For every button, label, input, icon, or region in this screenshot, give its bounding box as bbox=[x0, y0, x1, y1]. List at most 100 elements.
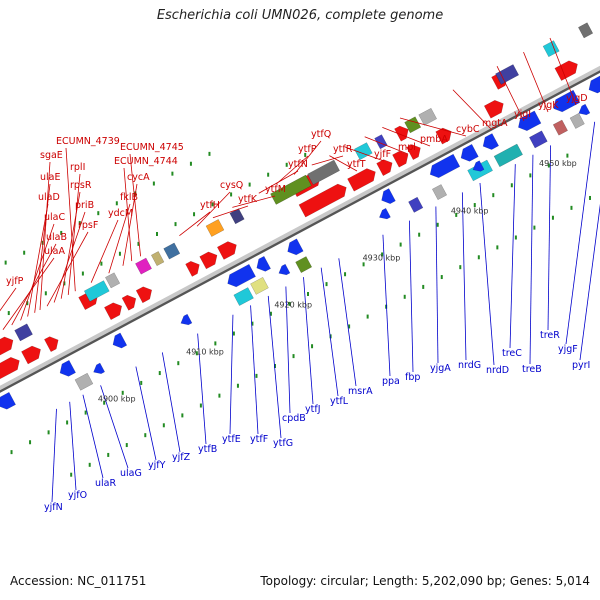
gene-label-mgtA: mgtA bbox=[482, 118, 508, 129]
forward-gene-arrow bbox=[121, 294, 137, 311]
label-leader-line bbox=[565, 121, 596, 345]
gene-block bbox=[552, 119, 568, 136]
gene-block bbox=[529, 130, 548, 149]
forward-gene-arrow bbox=[135, 286, 153, 304]
gene-label-ECUMN_4745: ECUMN_4745 bbox=[120, 142, 184, 153]
gene-block bbox=[163, 242, 181, 260]
reverse-gene-arrow bbox=[0, 391, 16, 410]
gene-block bbox=[83, 280, 110, 302]
gene-label-ulaC: ulaC bbox=[44, 212, 65, 223]
label-leader-line bbox=[293, 140, 322, 175]
forward-gene-arrow bbox=[0, 336, 14, 356]
label-leader-line bbox=[509, 164, 516, 349]
reverse-gene-arrow bbox=[180, 313, 193, 326]
label-leader-line bbox=[461, 192, 467, 361]
gene-label-ECUMN_4739: ECUMN_4739 bbox=[56, 136, 120, 147]
gene-block bbox=[295, 256, 313, 274]
gene-label-treB: treB bbox=[522, 364, 542, 375]
reverse-gene-arrow bbox=[379, 207, 391, 220]
gene-label-msrA: msrA bbox=[348, 386, 373, 397]
gene-label-yjfP: yjfP bbox=[6, 276, 24, 287]
label-leader-line bbox=[108, 203, 131, 274]
label-leader-line bbox=[232, 195, 276, 208]
label-leader-line bbox=[69, 401, 77, 491]
scale-label: 4950 kbp bbox=[539, 159, 577, 168]
label-leader-line bbox=[364, 136, 409, 155]
label-leader-line bbox=[250, 305, 259, 435]
reverse-gene-arrow bbox=[429, 153, 461, 179]
gene-label-nrdD: nrdD bbox=[486, 365, 509, 376]
label-leader-line bbox=[382, 127, 431, 147]
reverse-gene-arrow bbox=[553, 89, 581, 113]
gene-block bbox=[14, 323, 33, 342]
gene-label-rpsF: rpsF bbox=[78, 220, 98, 231]
label-leader-line bbox=[197, 333, 207, 445]
gene-label-yjgD: yjgD bbox=[566, 93, 588, 104]
gene-block bbox=[233, 287, 254, 306]
gene-label-yjgK: yjgK bbox=[538, 100, 559, 111]
forward-gene-arrow bbox=[347, 168, 376, 192]
gene-label-yjgF: yjgF bbox=[558, 344, 578, 355]
gene-label-ytfH: ytfH bbox=[200, 200, 220, 211]
label-leader-line bbox=[20, 223, 55, 321]
gene-block bbox=[74, 372, 94, 391]
label-leader-line bbox=[320, 267, 339, 397]
gene-label-sgaE: sgaE bbox=[40, 150, 63, 161]
label-leader-line bbox=[39, 161, 51, 311]
gene-label-yjgI: yjgI bbox=[514, 109, 531, 120]
gene-block bbox=[307, 159, 340, 186]
forward-gene-arrow bbox=[21, 345, 41, 365]
gene-label-priB: priB bbox=[75, 200, 94, 211]
gene-label-ECUMN_4744: ECUMN_4744 bbox=[114, 156, 178, 167]
gene-label-rplI: rplI bbox=[70, 162, 85, 173]
label-leader-line bbox=[100, 385, 129, 469]
gene-label-yjfY: yjfY bbox=[148, 460, 166, 471]
gene-label-rpsR: rpsR bbox=[70, 180, 92, 191]
gene-block bbox=[374, 134, 388, 150]
forward-gene-arrow bbox=[199, 251, 218, 270]
label-leader-line bbox=[90, 219, 119, 283]
label-leader-line bbox=[435, 206, 439, 364]
reverse-gene-arrow bbox=[482, 133, 500, 150]
reverse-gene-arrow bbox=[518, 110, 542, 132]
gene-label-ytfP: ytfP bbox=[298, 144, 317, 155]
reverse-gene-arrow bbox=[59, 359, 76, 377]
gene-block bbox=[569, 112, 585, 129]
label-leader-line bbox=[196, 191, 231, 227]
genome-summary: Topology: circular; Length: 5,202,090 bp… bbox=[260, 574, 590, 588]
gene-label-treC: treC bbox=[502, 348, 522, 359]
gene-label-ytfM: ytfM bbox=[265, 184, 286, 195]
gene-block bbox=[418, 107, 438, 126]
backbone bbox=[0, 65, 600, 391]
label-leader-line bbox=[129, 153, 141, 257]
label-leader-line bbox=[529, 154, 534, 365]
gene-label-ydcM: ydcM bbox=[108, 208, 133, 219]
label-leader-line bbox=[549, 37, 577, 106]
gene-label-ytfL: ytfL bbox=[330, 396, 349, 407]
gene-label-ytfG: ytfG bbox=[273, 438, 293, 449]
gene-block bbox=[150, 251, 165, 267]
label-leader-line bbox=[82, 394, 104, 479]
label-leader-line bbox=[135, 366, 157, 461]
gene-label-ytfE: ytfE bbox=[222, 434, 241, 445]
gene-block bbox=[205, 219, 225, 237]
genome-title: Escherichia coli UMN026, complete genome bbox=[156, 8, 444, 23]
label-leader-line bbox=[547, 145, 551, 331]
gene-block bbox=[542, 40, 560, 58]
label-leader-line bbox=[479, 182, 495, 366]
gene-label-fklB: fklB bbox=[120, 192, 138, 203]
gene-label-ytfJ: ytfJ bbox=[305, 404, 321, 415]
label-leader-line bbox=[579, 203, 600, 361]
forward-gene-arrow bbox=[435, 127, 452, 145]
gene-label-ytfF: ytfF bbox=[250, 434, 268, 445]
gene-label-ulaA: ulaA bbox=[44, 246, 65, 257]
scale-label: 4900 kbp bbox=[98, 395, 136, 404]
label-leader-line bbox=[285, 286, 291, 414]
scale-label: 4930 kbp bbox=[363, 253, 401, 262]
reverse-gene-arrow bbox=[278, 263, 291, 276]
label-leader-line bbox=[27, 203, 49, 317]
gene-block bbox=[495, 64, 520, 85]
gene-label-cpdB: cpdB bbox=[282, 413, 306, 424]
reverse-gene-arrow bbox=[227, 263, 256, 288]
